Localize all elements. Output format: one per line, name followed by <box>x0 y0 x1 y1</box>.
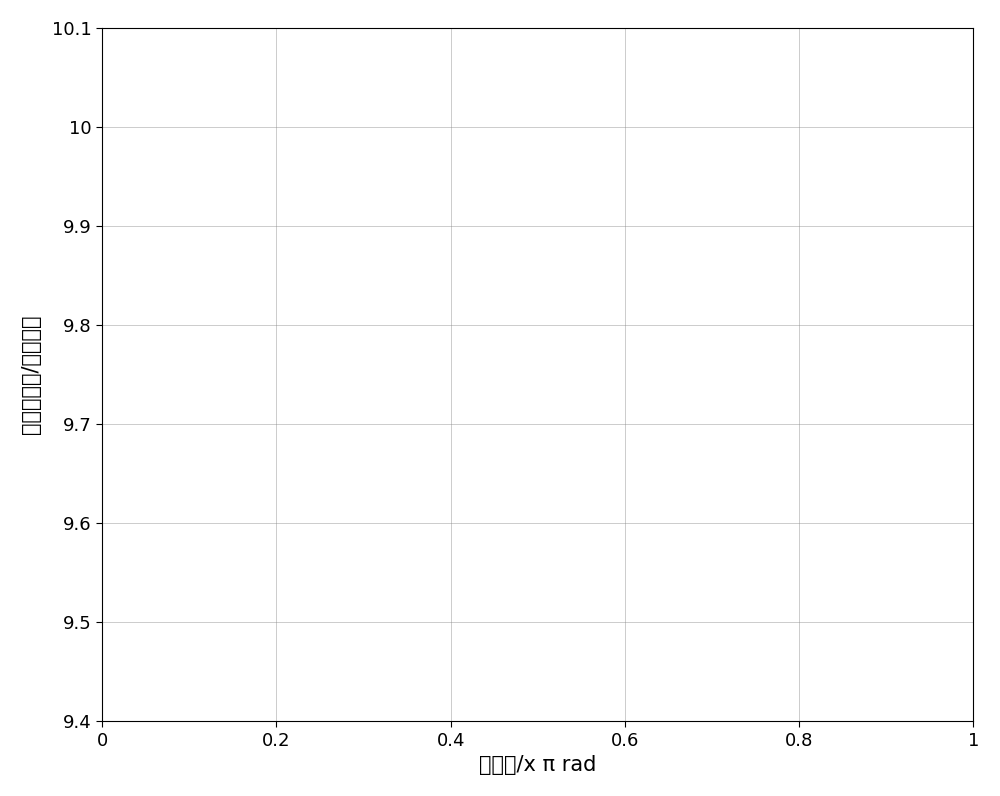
Y-axis label: 群延迟响应/采样间隔: 群延迟响应/采样间隔 <box>21 314 41 435</box>
X-axis label: 角频率/x π rad: 角频率/x π rad <box>479 755 596 775</box>
